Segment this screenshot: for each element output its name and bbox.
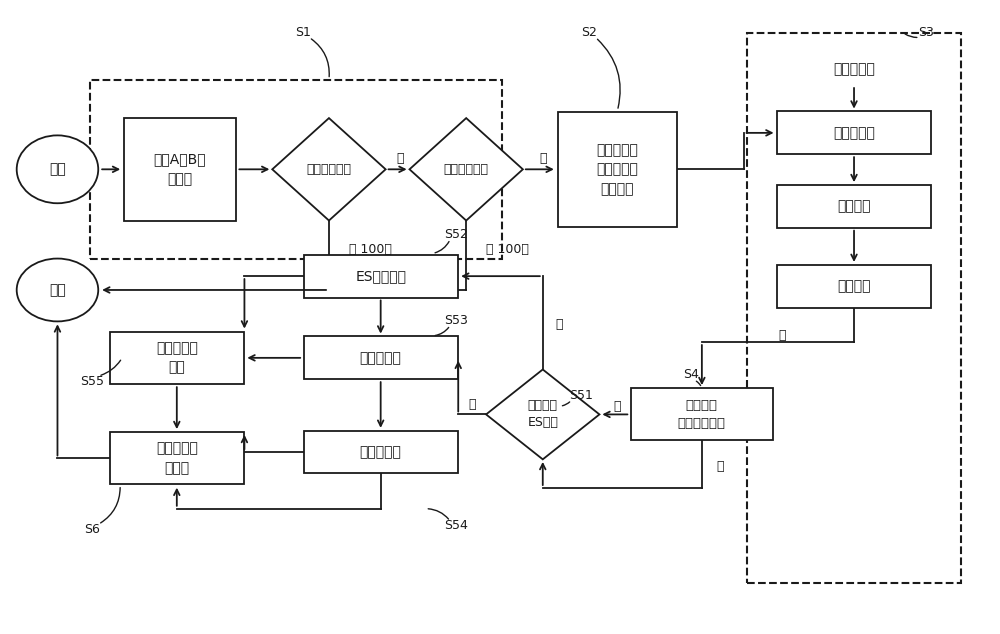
Bar: [124, 118, 236, 221]
Bar: [777, 112, 931, 154]
Bar: [558, 112, 677, 227]
Text: 否: 否: [397, 152, 404, 165]
Text: 是 100分: 是 100分: [349, 243, 392, 256]
Text: 模糊匹配分
值计算: 模糊匹配分 值计算: [156, 442, 198, 475]
Polygon shape: [410, 118, 523, 221]
Text: S51: S51: [570, 389, 593, 402]
Bar: [304, 430, 458, 474]
Text: 提取属性词: 提取属性词: [833, 126, 875, 140]
Text: 公共词判定: 公共词判定: [360, 351, 402, 365]
Text: S52: S52: [444, 228, 468, 240]
Text: S54: S54: [444, 519, 468, 532]
Bar: [110, 432, 244, 484]
Text: 是否子集判断: 是否子集判断: [444, 163, 489, 176]
Text: S1: S1: [295, 27, 311, 39]
Text: S4: S4: [683, 368, 699, 381]
Bar: [777, 265, 931, 307]
Text: 是: 是: [556, 318, 563, 331]
Text: 是否进行
ES分词: 是否进行 ES分词: [527, 399, 558, 429]
Text: ES分词判定: ES分词判定: [355, 269, 406, 283]
Text: 直接进行
模糊匹配计算: 直接进行 模糊匹配计算: [678, 399, 726, 430]
Bar: [777, 185, 931, 228]
Polygon shape: [272, 118, 386, 221]
Text: 否: 否: [468, 399, 476, 411]
Text: 否: 否: [539, 152, 547, 165]
Ellipse shape: [17, 136, 98, 204]
Text: 自定义分词: 自定义分词: [833, 61, 875, 76]
Text: 提取区域: 提取区域: [837, 200, 871, 214]
Bar: [304, 255, 458, 297]
Text: S53: S53: [444, 314, 468, 327]
Text: 提取别名: 提取别名: [837, 279, 871, 293]
Bar: [747, 32, 961, 583]
Ellipse shape: [17, 259, 98, 321]
Bar: [90, 80, 502, 259]
Text: 简称词转化
为标准词，
数据过滤: 简称词转化 为标准词， 数据过滤: [596, 143, 638, 196]
Bar: [110, 332, 244, 384]
Text: 是: 是: [717, 460, 724, 473]
Text: 是 100分: 是 100分: [486, 243, 529, 256]
Polygon shape: [486, 370, 599, 460]
Bar: [304, 337, 458, 379]
Text: 是否完全匹配: 是否完全匹配: [306, 163, 351, 176]
Text: S55: S55: [80, 375, 104, 387]
Text: 自定义分词
判定: 自定义分词 判定: [156, 341, 198, 375]
Text: S6: S6: [84, 523, 100, 536]
Bar: [631, 389, 773, 441]
Text: 开始: 开始: [49, 162, 66, 176]
Text: 结束: 结束: [49, 283, 66, 297]
Text: 否: 否: [778, 329, 786, 342]
Text: S3: S3: [918, 27, 934, 39]
Text: 子集合判定: 子集合判定: [360, 445, 402, 459]
Text: 否: 否: [614, 400, 621, 413]
Text: 输入A，B单
位名称: 输入A，B单 位名称: [153, 153, 206, 186]
Text: S2: S2: [582, 27, 597, 39]
